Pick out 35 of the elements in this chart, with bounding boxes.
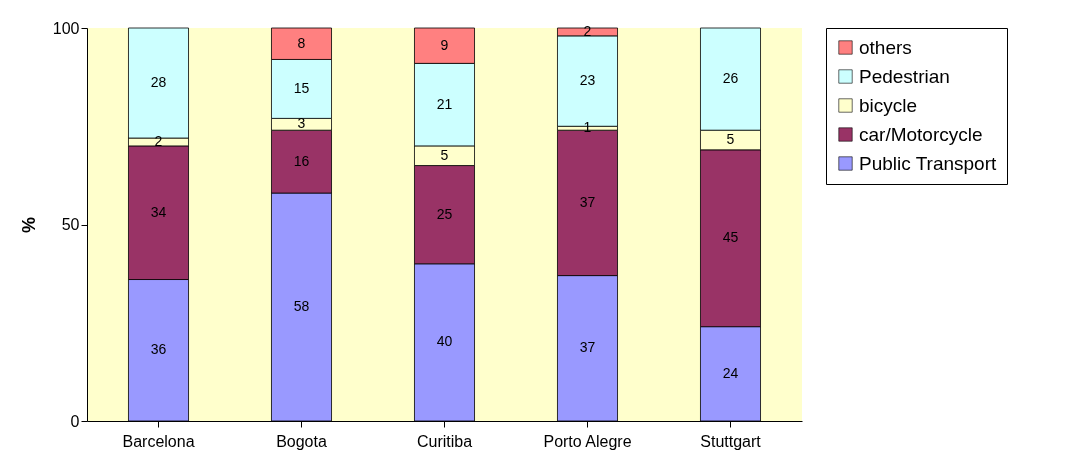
data-label: 24 [722,364,739,381]
data-label: 26 [722,70,739,87]
data-label: 36 [150,341,167,358]
x-tick-label: Curitiba [416,432,473,450]
y-tick-label: 100 [52,19,80,37]
data-label: 5 [726,131,735,148]
legend-label: Pedestrian [859,65,950,87]
legend-label: others [859,36,912,58]
x-tick-label: Bogota [276,432,327,450]
data-label: 21 [436,95,453,112]
y-tick-label: 50 [61,216,80,233]
y-axis-title: % [18,216,39,234]
data-label: 58 [293,298,310,315]
legend-label: Public Transport [859,152,998,174]
x-tick-label: Stuttgart [700,432,762,450]
data-label: 40 [436,333,453,350]
data-label: 28 [150,74,167,91]
data-label: 2 [583,22,592,39]
x-tick-label: Porto Alegre [543,432,632,450]
data-label: 23 [579,72,596,89]
data-label: 8 [297,34,306,51]
data-label: 16 [293,152,310,169]
data-label: 3 [297,115,306,132]
y-tick-label: 0 [70,412,80,430]
data-label: 5 [440,146,449,163]
data-label: 37 [579,339,596,356]
data-label: 37 [579,193,596,210]
legend-label: car/Motorcycle [859,123,983,145]
data-label: 15 [293,79,310,96]
data-label: 25 [436,205,453,222]
data-label: 45 [722,229,739,246]
data-label: 34 [150,203,167,220]
data-label: 9 [440,36,449,53]
legend-label: bicycle [859,94,918,116]
x-tick-label: Barcelona [122,432,195,450]
